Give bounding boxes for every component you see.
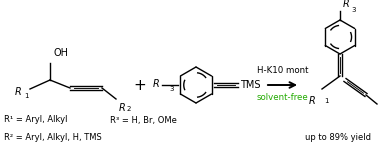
Text: R² = Aryl, Alkyl, H, TMS: R² = Aryl, Alkyl, H, TMS — [4, 133, 102, 142]
Text: 3: 3 — [351, 7, 355, 13]
Text: 1: 1 — [324, 98, 328, 104]
Text: R³ = H, Br, OMe: R³ = H, Br, OMe — [110, 115, 177, 124]
Text: TMS: TMS — [240, 80, 260, 90]
Text: $R$: $R$ — [118, 101, 126, 113]
Text: solvent-free: solvent-free — [257, 93, 308, 102]
Text: 3: 3 — [169, 86, 174, 92]
Text: 2: 2 — [127, 106, 132, 112]
Text: $R$: $R$ — [14, 85, 22, 97]
Text: H-K10 mont: H-K10 mont — [257, 66, 308, 75]
Text: $R$: $R$ — [342, 0, 350, 9]
Text: 1: 1 — [24, 93, 28, 99]
Text: OH: OH — [54, 48, 69, 58]
Text: $R$: $R$ — [152, 77, 160, 89]
Text: up to 89% yield: up to 89% yield — [305, 133, 371, 142]
Text: $R$: $R$ — [308, 94, 316, 106]
Text: +: + — [134, 78, 146, 93]
Text: R¹ = Aryl, Alkyl: R¹ = Aryl, Alkyl — [4, 115, 68, 124]
